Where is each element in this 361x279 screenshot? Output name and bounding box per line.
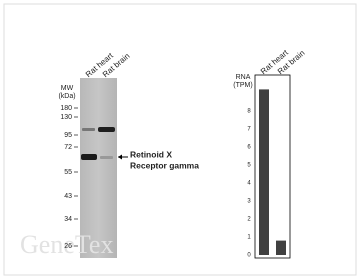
mw-title: MW	[61, 85, 74, 92]
mw-unit: (kDa)	[58, 93, 75, 100]
mw-marker: 55	[64, 169, 72, 176]
mw-marker: 180	[60, 105, 72, 112]
mw-marker: 43	[64, 193, 72, 200]
mw-marker: 26	[64, 243, 72, 250]
y-label: RNA	[236, 74, 251, 81]
figure: MW (kDa) Rat heart Rat brain Retinoid X …	[0, 0, 361, 279]
target-label: Retinoid X	[130, 149, 172, 159]
y-label: (TPM)	[233, 82, 252, 89]
band	[100, 156, 113, 159]
band	[82, 128, 95, 131]
band	[98, 127, 115, 132]
mw-marker: 72	[64, 144, 72, 151]
bar	[276, 241, 286, 255]
mw-marker: 34	[64, 216, 72, 223]
mw-marker: 95	[64, 132, 72, 139]
bar	[259, 89, 269, 255]
mw-marker: 130	[60, 114, 72, 121]
target-label: Receptor gamma	[130, 160, 199, 170]
band	[81, 154, 97, 160]
